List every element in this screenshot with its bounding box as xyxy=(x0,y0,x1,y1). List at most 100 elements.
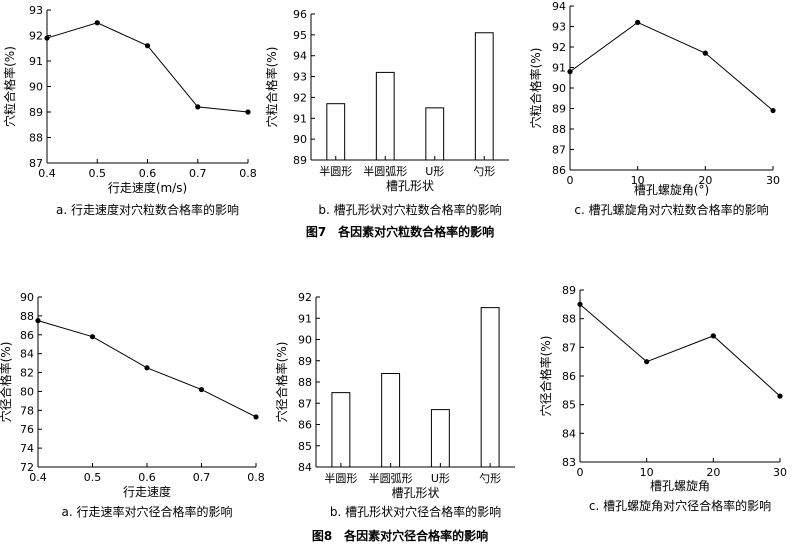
y-tick-label: 87 xyxy=(562,341,576,354)
y-tick-label: 92 xyxy=(29,30,43,43)
x-tick-label: 0.5 xyxy=(84,471,102,484)
y-tick-label: 86 xyxy=(562,370,576,383)
bar xyxy=(474,32,494,161)
x-tick-label: U形 xyxy=(431,472,450,485)
x-tick-label: 半圆弧形 xyxy=(369,471,413,485)
y-tick-label: 89 xyxy=(552,103,566,116)
y-tick-label: 87 xyxy=(552,144,566,157)
x-axis-label: 槽孔螺旋角 xyxy=(650,479,710,493)
chart-caption: a. 行走速率对穴径合格率的影响 xyxy=(62,504,233,519)
x-tick-label: 0.4 xyxy=(29,471,47,484)
x-tick-label: 0.5 xyxy=(89,167,107,180)
data-point xyxy=(35,318,41,324)
data-point xyxy=(94,20,100,26)
x-tick-label: 半圆弧形 xyxy=(363,164,407,178)
x-tick-label: 0.8 xyxy=(239,167,257,180)
x-tick-label: 半圆形 xyxy=(319,164,352,178)
bar xyxy=(375,71,395,161)
chart-1: 87 88 89 90 91 92 93 0.4 0.5 0.6 0.7 0.8 行走速度(m/s) 穴粒… xyxy=(2,4,257,217)
y-tick-label: 94 xyxy=(293,50,307,63)
bar xyxy=(381,373,401,468)
x-tick-label: 0.6 xyxy=(138,471,156,484)
x-tick-label: 0.7 xyxy=(189,167,207,180)
y-axis-label: 穴粒合格率(%) xyxy=(264,47,279,128)
y-tick-label: 85 xyxy=(562,399,576,412)
data-point xyxy=(253,414,259,420)
y-tick-label: 74 xyxy=(20,442,34,455)
chart-3: 86 87 88 89 90 91 92 93 94 0 10 20 30 槽孔螺旋角(°) 穴粒合格率(%… xyxy=(528,0,780,217)
y-tick-label: 93 xyxy=(293,71,307,84)
y-tick-label: 84 xyxy=(20,348,34,361)
y-tick-label: 94 xyxy=(552,0,566,13)
y-tick-label: 90 xyxy=(293,133,307,146)
y-tick-label: 87 xyxy=(29,157,43,170)
y-tick-label: 89 xyxy=(293,154,307,167)
y-tick-label: 82 xyxy=(20,367,34,380)
x-tick-label: 30 xyxy=(773,466,787,479)
figure-8-title: 图8 各因素对穴径合格率的影响 xyxy=(312,528,488,543)
data-point xyxy=(198,386,205,393)
y-tick-label: 86 xyxy=(552,164,566,177)
y-tick-label: 90 xyxy=(29,81,43,94)
y-tick-label: 88 xyxy=(552,123,566,136)
x-tick-label: 勺形 xyxy=(479,472,501,485)
y-tick-label: 84 xyxy=(298,461,312,474)
y-tick-label: 93 xyxy=(29,4,43,17)
chart-caption: c. 槽孔螺旋角对穴粒数合格率的影响 xyxy=(574,202,768,217)
x-axis-label: 行走速度 xyxy=(123,484,171,499)
y-tick-label: 89 xyxy=(29,106,43,119)
data-point xyxy=(144,43,151,49)
data-point xyxy=(44,35,50,41)
data-point xyxy=(245,109,251,115)
data-point xyxy=(89,334,96,340)
x-axis-label: 行走速度(m/s) xyxy=(108,180,187,195)
y-tick-label: 95 xyxy=(293,29,307,42)
y-tick-label: 87 xyxy=(298,397,312,410)
y-tick-label: 88 xyxy=(298,376,312,389)
chart-caption: a. 行走速度对穴粒数合格率的影响 xyxy=(56,202,239,217)
bar xyxy=(331,392,351,468)
data-point xyxy=(770,107,776,114)
x-tick-label: 0 xyxy=(577,466,584,479)
y-tick-label: 90 xyxy=(20,291,34,304)
y-tick-label: 89 xyxy=(298,355,312,368)
chart-caption: c. 槽孔螺旋角对穴径合格率的影响 xyxy=(589,498,771,513)
x-tick-label: 20 xyxy=(706,466,720,479)
y-tick-label: 80 xyxy=(20,385,34,398)
y-tick-label: 92 xyxy=(293,91,307,104)
x-tick-label: 30 xyxy=(766,174,780,187)
y-tick-label: 91 xyxy=(552,62,566,75)
series-line xyxy=(569,21,774,111)
x-tick-label: 20 xyxy=(698,174,712,187)
bar xyxy=(425,107,445,161)
y-tick-label: 88 xyxy=(20,310,34,323)
y-tick-label: 89 xyxy=(562,284,576,297)
data-point xyxy=(635,19,641,25)
x-axis-label: 槽孔螺旋角(°) xyxy=(634,183,709,197)
x-tick-label: 10 xyxy=(631,174,645,187)
chart-caption: b. 槽孔形状对穴径合格率的影响 xyxy=(330,504,501,519)
data-point xyxy=(644,359,650,365)
chart-6: 83 84 85 86 87 88 89 0 10 20 30 槽孔螺旋角 穴径合格率(%) c. 槽孔螺… xyxy=(538,284,787,513)
data-point xyxy=(777,393,783,399)
y-tick-label: 78 xyxy=(20,404,34,417)
y-tick-label: 85 xyxy=(298,440,312,453)
x-tick-label: 0.8 xyxy=(247,471,265,484)
y-tick-label: 76 xyxy=(20,423,34,436)
data-point xyxy=(567,69,573,75)
x-tick-label: 10 xyxy=(640,466,654,479)
y-tick-label: 84 xyxy=(562,427,576,440)
x-tick-label: U形 xyxy=(425,165,444,178)
data-point xyxy=(702,50,708,56)
x-tick-label: 勺形 xyxy=(473,165,495,178)
y-tick-label: 88 xyxy=(562,313,576,326)
y-tick-label: 91 xyxy=(29,55,43,68)
data-point xyxy=(577,301,583,307)
series-line xyxy=(579,303,781,397)
x-axis-label: 槽孔形状 xyxy=(386,179,434,193)
y-tick-label: 92 xyxy=(552,41,566,54)
chart-4: 72 74 76 78 80 82 84 86 88 90 0.4 0.5 0.6 0.7 0.8 行走速度 穴… xyxy=(0,291,265,519)
